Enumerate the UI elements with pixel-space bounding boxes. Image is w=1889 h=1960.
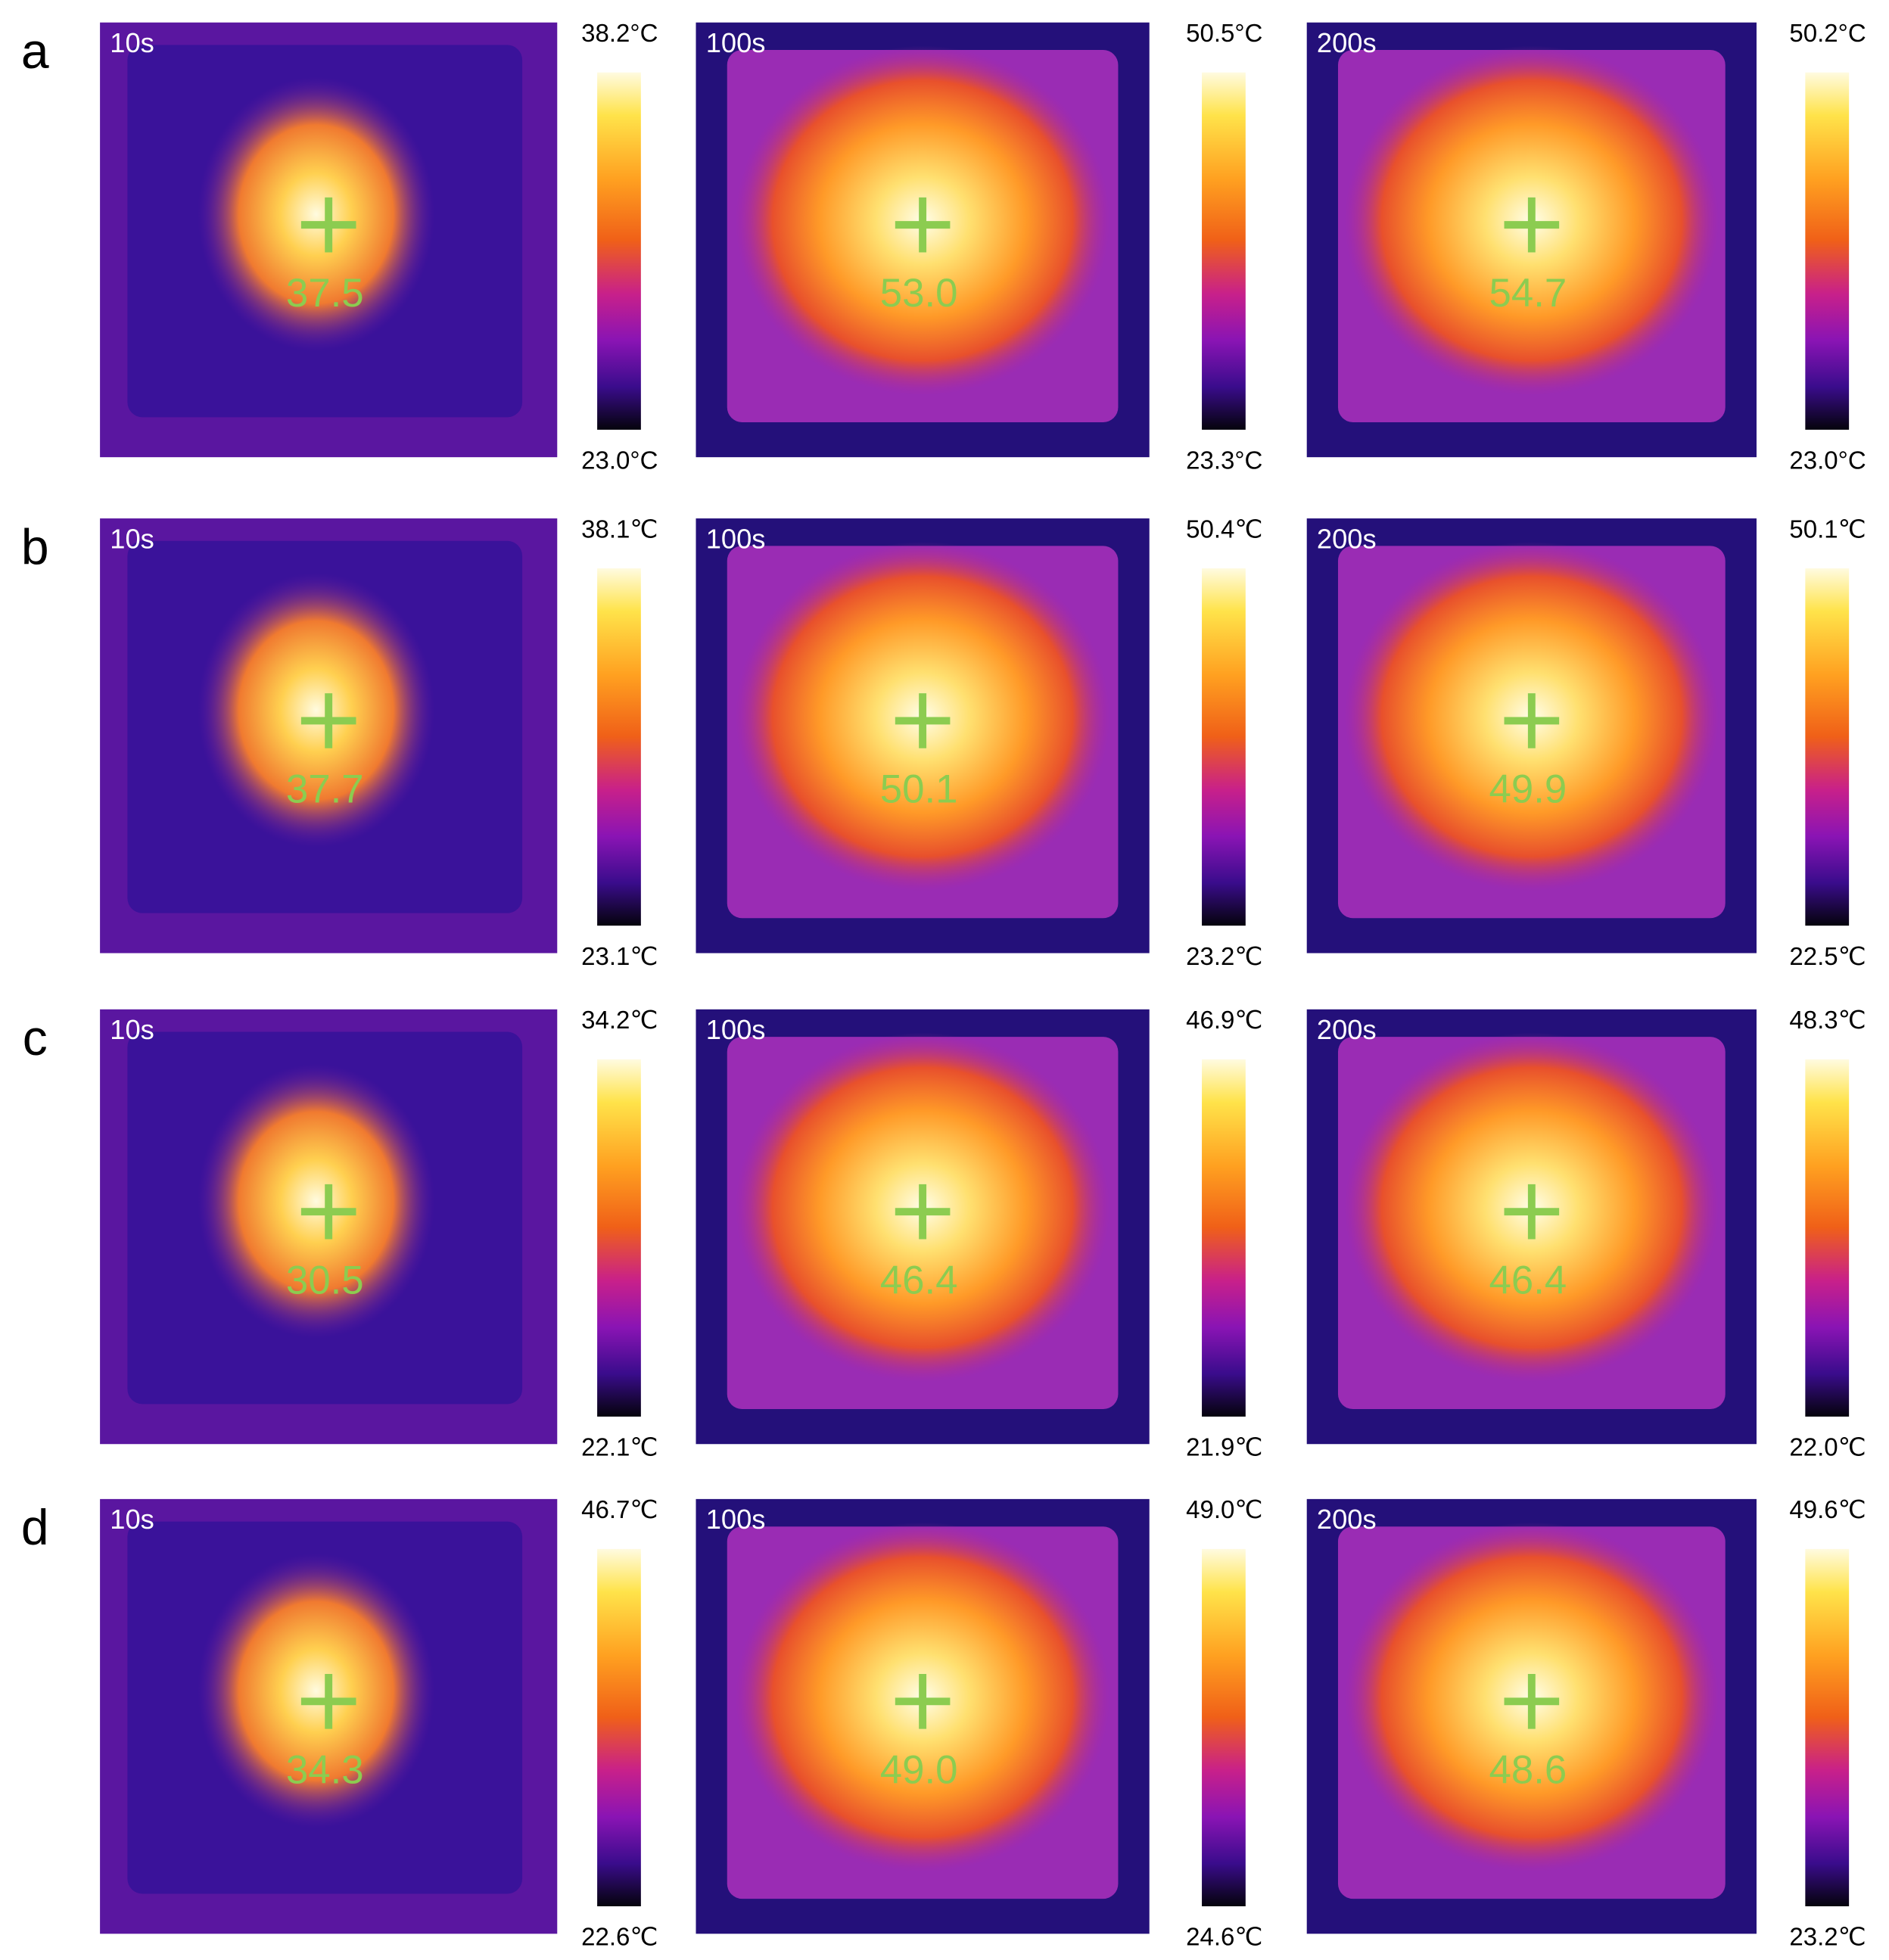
colorbar bbox=[1202, 568, 1246, 926]
time-label: 200s bbox=[1317, 1504, 1377, 1535]
colorbar-max: 34.2℃ bbox=[581, 1006, 658, 1034]
time-label: 200s bbox=[1317, 27, 1377, 58]
colorbar-min: 24.6℃ bbox=[1186, 1923, 1262, 1951]
spot-temperature: 37.7 bbox=[286, 767, 364, 812]
hot-spot bbox=[197, 572, 435, 848]
colorbar bbox=[1202, 72, 1246, 430]
colorbar-min: 23.0°C bbox=[581, 446, 658, 474]
spot-temperature: 48.6 bbox=[1489, 1747, 1567, 1792]
colorbar-max: 38.2°C bbox=[581, 19, 658, 47]
colorbar bbox=[597, 1059, 641, 1417]
spot-temperature: 46.4 bbox=[1489, 1258, 1567, 1302]
spot-temperature: 49.0 bbox=[880, 1747, 958, 1792]
time-label: 10s bbox=[110, 1504, 154, 1535]
colorbar-max: 50.1℃ bbox=[1789, 515, 1866, 543]
spot-temperature: 54.7 bbox=[1489, 271, 1567, 316]
colorbar bbox=[1805, 72, 1850, 430]
colorbar-min: 22.1℃ bbox=[581, 1433, 658, 1461]
time-label: 200s bbox=[1317, 523, 1377, 554]
spot-temperature: 34.3 bbox=[286, 1747, 364, 1792]
colorbar-max: 46.9℃ bbox=[1186, 1006, 1262, 1034]
time-label: 10s bbox=[110, 27, 154, 58]
colorbar-max: 48.3℃ bbox=[1789, 1006, 1866, 1034]
row-label: c bbox=[23, 1010, 48, 1066]
colorbar-max: 38.1℃ bbox=[581, 515, 658, 543]
spot-temperature: 37.5 bbox=[286, 271, 364, 316]
colorbar-min: 22.6℃ bbox=[581, 1923, 658, 1951]
spot-temperature: 53.0 bbox=[880, 271, 958, 316]
colorbar-max: 50.2°C bbox=[1789, 19, 1866, 47]
spot-temperature: 30.5 bbox=[286, 1258, 364, 1302]
colorbar bbox=[1805, 568, 1850, 926]
colorbar-max: 49.0℃ bbox=[1186, 1495, 1262, 1523]
colorbar-max: 46.7℃ bbox=[581, 1495, 658, 1523]
colorbar-max: 50.4℃ bbox=[1186, 515, 1262, 543]
time-label: 100s bbox=[706, 523, 766, 554]
colorbar-min: 23.0°C bbox=[1789, 446, 1866, 474]
colorbar-max: 50.5°C bbox=[1186, 19, 1262, 47]
colorbar-min: 23.2℃ bbox=[1186, 942, 1262, 970]
time-label: 100s bbox=[706, 1014, 766, 1045]
spot-temperature: 49.9 bbox=[1489, 767, 1567, 812]
time-label: 200s bbox=[1317, 1014, 1377, 1045]
colorbar bbox=[597, 1548, 641, 1907]
colorbar-min: 22.5℃ bbox=[1789, 942, 1866, 970]
time-label: 10s bbox=[110, 523, 154, 554]
colorbar bbox=[597, 568, 641, 926]
colorbar bbox=[1202, 1548, 1246, 1907]
colorbar bbox=[597, 72, 641, 430]
hot-spot bbox=[197, 1553, 435, 1828]
colorbar-min: 21.9℃ bbox=[1186, 1433, 1262, 1461]
colorbar-max: 49.6℃ bbox=[1789, 1495, 1866, 1523]
spot-temperature: 50.1 bbox=[880, 767, 958, 812]
row-label: d bbox=[21, 1499, 49, 1555]
time-label: 10s bbox=[110, 1014, 154, 1045]
time-label: 100s bbox=[706, 27, 766, 58]
colorbar-min: 22.0℃ bbox=[1789, 1433, 1866, 1461]
time-label: 100s bbox=[706, 1504, 766, 1535]
spot-temperature: 46.4 bbox=[880, 1258, 958, 1302]
hot-spot bbox=[197, 1063, 435, 1339]
colorbar bbox=[1805, 1059, 1850, 1417]
row-label: a bbox=[21, 23, 49, 79]
colorbar bbox=[1202, 1059, 1246, 1417]
colorbar-min: 23.3°C bbox=[1186, 446, 1262, 474]
colorbar-min: 23.2℃ bbox=[1789, 1923, 1866, 1951]
colorbar bbox=[1805, 1548, 1850, 1907]
colorbar-min: 23.1℃ bbox=[581, 942, 658, 970]
row-label: b bbox=[21, 518, 49, 574]
hot-spot bbox=[197, 76, 435, 352]
